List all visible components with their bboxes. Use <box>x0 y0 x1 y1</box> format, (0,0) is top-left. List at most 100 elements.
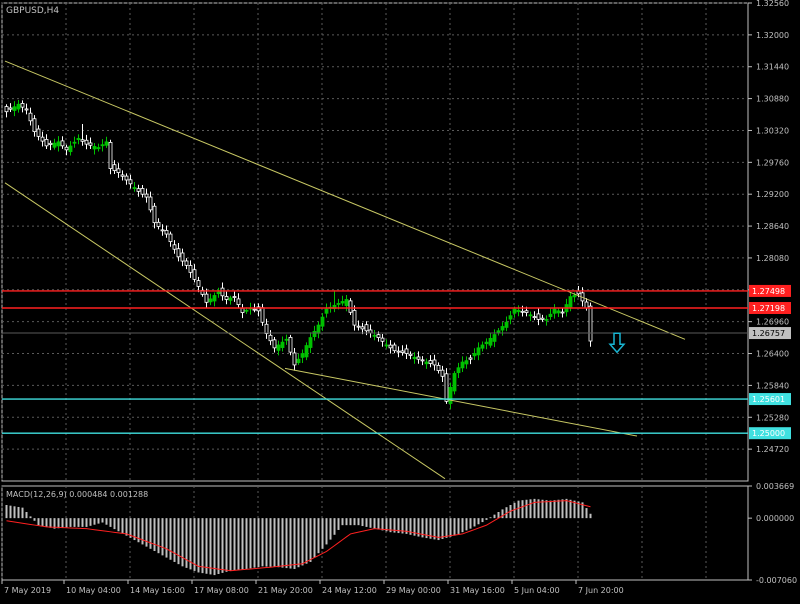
candle-body <box>184 260 189 266</box>
candle-body <box>196 280 201 287</box>
candle-body <box>224 296 229 300</box>
candle-body <box>472 353 477 357</box>
candle-body <box>420 359 425 362</box>
candle-body <box>588 305 593 342</box>
candle-body <box>216 291 221 295</box>
candle-body <box>56 141 61 147</box>
candle-body <box>536 313 541 320</box>
price-tag <box>749 302 791 315</box>
candle-body <box>260 307 265 323</box>
candle-body <box>220 287 225 297</box>
candle-body <box>100 144 105 147</box>
candle-body <box>172 244 177 250</box>
candle-body <box>180 252 185 262</box>
candle-body <box>288 336 293 353</box>
x-tick-label: 31 May 16:00 <box>450 586 505 595</box>
candle-body <box>132 187 137 189</box>
candle-body <box>36 128 41 137</box>
candle-body <box>104 141 109 146</box>
candle-body <box>124 175 129 181</box>
candle-body <box>476 347 481 356</box>
candle-body <box>32 118 37 133</box>
x-tick-label: 7 Jun 20:00 <box>578 586 624 595</box>
candle-body <box>264 323 269 335</box>
candle-body <box>84 139 89 145</box>
candle-body <box>268 334 273 342</box>
candle-body <box>356 325 361 328</box>
candle-body <box>188 265 193 273</box>
candle-body <box>552 308 557 314</box>
candle-body <box>148 196 153 211</box>
price-tag <box>749 427 791 440</box>
x-tick-label: 14 May 16:00 <box>130 586 185 595</box>
candle-body <box>208 298 213 303</box>
candle-body <box>572 294 577 298</box>
candle-body <box>548 313 553 317</box>
price-tag <box>749 284 791 297</box>
trendline[interactable] <box>4 182 446 480</box>
x-tick-label: 21 May 20:00 <box>258 586 313 595</box>
candle-body <box>168 233 173 243</box>
candle-body <box>568 296 573 308</box>
candle-body <box>228 297 233 301</box>
candle-body <box>8 107 13 110</box>
candle-body <box>12 106 17 111</box>
candle-body <box>324 308 329 314</box>
y-tick-label: 1.32000 <box>756 31 789 40</box>
candle-body <box>272 339 277 349</box>
candle-body <box>516 309 521 313</box>
x-tick-label: 17 May 08:00 <box>194 586 249 595</box>
macd-pane-frame <box>1 485 749 581</box>
price-tag-label: 1.26757 <box>752 329 785 338</box>
price-tag-label: 1.27198 <box>752 304 785 313</box>
candle-body <box>392 344 397 352</box>
candle-body <box>40 136 45 142</box>
candle-body <box>404 348 409 354</box>
candle-body <box>140 188 145 195</box>
candle-body <box>488 337 493 346</box>
candle-body <box>440 369 445 377</box>
candle-body <box>144 193 149 198</box>
trendline[interactable] <box>4 60 686 340</box>
price-tag-label: 1.25000 <box>752 429 785 438</box>
candle-body <box>108 142 113 169</box>
candle-body <box>176 248 181 258</box>
candle-body <box>400 350 405 353</box>
macd-y-tick-label: -0.007060 <box>756 576 797 585</box>
candle-body <box>284 338 289 341</box>
candle-body <box>496 330 501 334</box>
candle-body <box>412 356 417 360</box>
sell-arrow-icon[interactable] <box>608 332 626 354</box>
candle-body <box>64 146 69 151</box>
candle-body <box>340 301 345 304</box>
macd-y-tick-label: 0.000000 <box>756 514 794 523</box>
candle-body <box>504 321 509 328</box>
candle-body <box>388 344 393 349</box>
candle-body <box>204 293 209 303</box>
candle-body <box>152 205 157 224</box>
candle-body <box>28 112 33 122</box>
y-tick-label: 1.28640 <box>756 222 789 231</box>
candle-body <box>544 318 549 321</box>
candle-body <box>556 310 561 314</box>
y-tick-label: 1.26400 <box>756 350 789 359</box>
candle-body <box>20 103 25 108</box>
candle-body <box>352 310 357 326</box>
candle-body <box>304 345 309 358</box>
candle-body <box>456 367 461 374</box>
candle-body <box>68 145 73 153</box>
candle-body <box>240 307 245 313</box>
trendline[interactable] <box>284 367 638 437</box>
candle-body <box>160 229 165 232</box>
y-tick-label: 1.32560 <box>756 0 789 8</box>
candle-body <box>432 359 437 366</box>
x-tick-label: 7 May 2019 <box>4 586 51 595</box>
candle-body <box>584 301 589 309</box>
candle-body <box>408 353 413 356</box>
candle-body <box>372 334 377 337</box>
y-tick-label: 1.29760 <box>756 158 789 167</box>
price-tag <box>749 393 791 406</box>
candle-body <box>316 324 321 334</box>
